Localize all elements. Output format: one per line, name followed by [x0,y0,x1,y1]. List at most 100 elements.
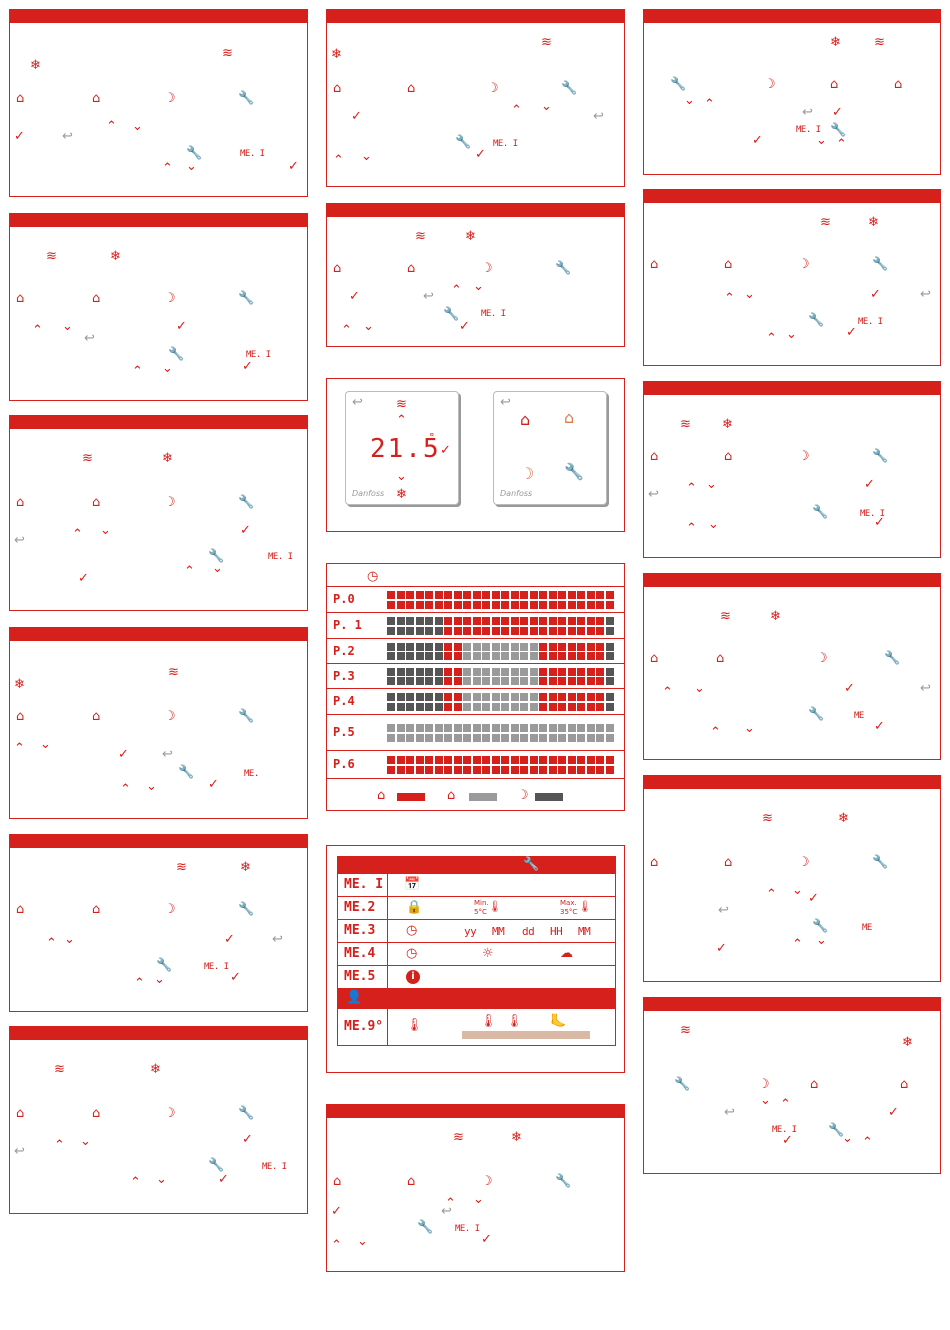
menu-code: ME.4 [338,943,388,965]
home-away-icon: ⌂ [724,449,733,464]
schedule-slot [586,765,595,774]
instruction-panel-6: ≋ ❄ ⌂ ⌂ ☽ 🔧 ↩ ⌃ ⌄ ✓ 🔧 ME. I ⌃ ⌄ ✓ [9,1026,308,1214]
schedule-slot [396,724,405,732]
schedule-slot [577,693,585,701]
schedule-slot [510,677,519,685]
schedule-slot [415,626,424,635]
schedule-slot [463,756,471,764]
home-away-icon: ⌂ [810,1077,819,1092]
wrench-icon: 🔧 [812,919,829,934]
schedule-slot [501,733,509,742]
schedule-slot [463,652,471,660]
check-icon: ✓ [888,1105,899,1120]
schedule-slot [453,667,462,676]
schedule-slot [577,617,585,625]
moon-icon: ☽ [764,77,776,92]
back-icon: ↩ [352,395,363,410]
menu-code: ME. I [493,139,518,149]
moon-icon: ☽ [164,1106,176,1121]
schedule-slot [558,702,566,711]
schedule-slot [444,626,452,635]
schedule-slot [434,626,443,635]
schedule-slot [510,642,519,651]
schedule-slot [396,600,405,609]
schedule-slot [501,693,509,701]
schedule-slot [406,765,414,774]
panel-header [644,998,940,1011]
wrench-icon: 🔧 [872,257,889,272]
schedule-slot [406,756,414,764]
schedule-slot [425,702,433,711]
schedule-slot [387,626,395,635]
up-icon: ⌃ [341,323,352,338]
schedule-slot [406,693,414,701]
schedule-slot [444,724,452,732]
down-icon: ⌄ [816,933,827,948]
schedule-slot [529,756,538,764]
up-icon: ⌃ [662,685,673,700]
down-icon: ⌄ [744,721,755,736]
up-icon: ⌃ [72,527,83,542]
home-comfort-icon: ⌂ [650,855,659,870]
wrench-icon: 🔧 [238,709,255,724]
check-icon: ✓ [832,105,843,120]
schedule-slot [396,617,405,625]
schedule-slot [434,756,443,764]
wrench-icon: 🔧 [812,505,829,520]
schedule-slot [434,617,443,625]
snowflake-icon: ❄ [511,1130,522,1145]
min-label: Min. [474,899,489,907]
schedule-slot [510,693,519,701]
wrench-icon: 🔧 [555,261,572,276]
wrench-icon: 🔧 [168,347,185,362]
schedule-slot [596,652,604,660]
schedule-slot [577,677,585,685]
up-icon: ⌃ [130,1175,141,1190]
check-icon: ✓ [242,1132,253,1147]
back-icon: ↩ [920,287,931,302]
up-icon: ⌃ [710,725,721,740]
schedule-row: P.6 [327,750,624,779]
schedule-slot [586,591,595,599]
schedule-slot [567,677,576,685]
schedule-slot [501,617,509,625]
schedule-slot [567,591,576,599]
home-away-icon: ⌂ [407,261,416,276]
home-comfort-icon: ⌂ [894,77,903,92]
back-icon: ↩ [14,533,25,548]
schedule-slot [387,617,395,625]
schedule-slot [387,652,395,660]
down-icon: ⌄ [842,1131,853,1146]
schedule-slot [501,702,509,711]
schedule-slot [596,617,604,625]
schedule-slot [396,591,405,599]
panel-header [10,214,307,227]
check-icon: ✓ [331,1204,342,1219]
instruction-panel-2: ≋ ❄ ⌂ ⌂ ☽ 🔧 ⌃ ⌄ ↩ ✓ 🔧 ME. I ⌃ ⌄ ✓ [9,213,308,401]
moon-icon: ☽ [798,855,810,870]
home-comfort-icon: ⌂ [520,410,531,429]
lock-icon: 🔒 [406,900,423,915]
schedule-slot [501,765,509,774]
schedule-slot [491,756,500,764]
up-icon: ⌃ [704,97,715,112]
heat-icon: ≋ [680,1023,691,1038]
down-icon: ⌄ [361,149,372,164]
schedule-slot [548,724,557,732]
schedule-slot [387,677,395,685]
schedule-slot [444,600,452,609]
schedule-slot [387,702,395,711]
down-icon: ⌄ [162,361,173,376]
home-away-icon: ⌂ [716,651,725,666]
schedule-slot [605,667,614,676]
schedule-slot [406,591,414,599]
back-icon: ↩ [648,487,659,502]
schedule-slot [605,677,614,685]
schedule-slot [501,724,509,732]
wrench-icon: 🔧 [670,77,687,92]
schedule-slot [605,702,614,711]
menu-code: ME. I [240,149,265,159]
schedule-slot [434,652,443,660]
menu-row-me2: ME.2 🔒 Min. 5°C 🌡 Max. 35°C 🌡 [338,896,615,919]
snowflake-icon: ❄ [14,677,25,692]
